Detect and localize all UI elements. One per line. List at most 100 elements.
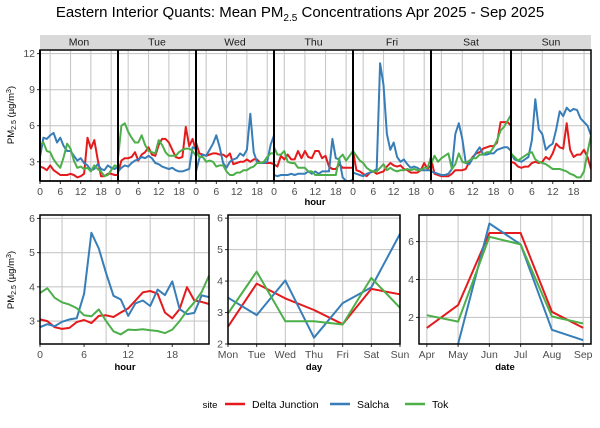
facet-wed-xtick-label: 12 [231, 186, 243, 198]
facet-mon-xtick-label: 18 [95, 186, 107, 198]
facet-mon-xtick-label: 12 [75, 186, 87, 198]
day-panel-xtick-label: Thu [305, 349, 323, 361]
facet-mon-ytick-label: 3 [29, 156, 35, 168]
series-line-salcha-sun [511, 98, 591, 163]
day-panel-ytick-label: 5 [217, 244, 223, 256]
facet-strip-label-thu: Thu [304, 37, 322, 49]
series-line-salcha-mon [40, 131, 118, 172]
hour-panel-ytick-label: 3 [29, 316, 35, 328]
hour-panel-border [39, 214, 210, 345]
date-panel-xtick-label: Aug [543, 349, 562, 361]
facet-strip-label-sat: Sat [463, 37, 479, 49]
facet-thu-xtick-label: 6 [292, 186, 298, 198]
facet-sun-lines [511, 98, 591, 179]
facet-mon-ytick-label: 12 [23, 48, 35, 60]
facet-thu-xtick-label: 0 [271, 186, 277, 198]
facet-strip-bg [40, 35, 591, 49]
facet-tue-xtick-label: 12 [153, 186, 165, 198]
facet-tue-xtick-label: 6 [135, 186, 141, 198]
hour-panel-ytick-label: 4 [29, 281, 35, 293]
hour-line-delta-junction [39, 286, 210, 330]
facet-fri-bg [353, 50, 431, 181]
hour-panel-xtick-label: 0 [37, 349, 43, 361]
legend-label-delta-junction: Delta Junction [252, 399, 319, 411]
legend-label-salcha: Salcha [357, 399, 389, 411]
facet-sat-lines [431, 114, 511, 178]
hour-panel-ytick-label: 6 [29, 213, 35, 225]
facet-mon-ytick-label: 9 [29, 84, 35, 96]
day-panel-xtick-label: Fri [337, 349, 349, 361]
series-line-tok-tue [118, 122, 196, 159]
facet-wed-xtick-label: 6 [213, 186, 219, 198]
facet-sun-xtick-label: 6 [529, 186, 535, 198]
facet-strip-label-tue: Tue [148, 37, 166, 49]
day-panel-border [227, 214, 401, 345]
date-panel-xtick-label: Apr [419, 349, 436, 361]
date-lines [426, 222, 584, 344]
date-panel-xtick-label: Sep [574, 349, 593, 361]
facet-thu-xtick-label: 18 [330, 186, 342, 198]
date-panel-xtick-label: May [448, 349, 469, 361]
title-rest: Concentrations Apr 2025 - Sep 2025 [297, 4, 545, 21]
facet-fri-xtick-label: 6 [370, 186, 376, 198]
day-line-delta-junction [227, 282, 401, 328]
chart-title: Eastern Interior Quants: Mean PM2.5 Conc… [0, 4, 600, 24]
day-panel-xtick-label: Wed [275, 349, 297, 361]
series-line-salcha-sat [431, 122, 511, 176]
day-panel-ytick-label: 2 [217, 339, 223, 351]
facet-tue-bg [118, 50, 196, 181]
facet-wed-xtick-label: 0 [193, 186, 199, 198]
facet-sun-xtick-label: 0 [508, 186, 514, 198]
facet-strip-label-mon: Mon [69, 37, 90, 49]
day-panel-ytick-label: 6 [217, 213, 223, 225]
facet-sun-xtick-label: 12 [547, 186, 559, 198]
date-panel-ytick-label: 6 [408, 236, 414, 248]
hour-panel-xtick-label: 12 [122, 349, 134, 361]
hour-panel-ytick-label: 5 [29, 247, 35, 259]
facet-mon-xtick-label: 0 [37, 186, 43, 198]
day-panel-xtick-label: Mon [218, 349, 239, 361]
hour-line-tok [39, 275, 210, 336]
hour-panel-xtick-label: 6 [81, 349, 87, 361]
facet-fri-xtick-label: 0 [350, 186, 356, 198]
series-line-tok-sun [511, 135, 591, 179]
facet-tue-xtick-label: 18 [173, 186, 185, 198]
hour-x-axis-label: hour [114, 362, 135, 373]
hour-panel-xtick-label: 18 [166, 349, 178, 361]
series-line-tok-thu [274, 146, 353, 176]
facet-sat-xtick-label: 18 [488, 186, 500, 198]
facet-mon-xtick-label: 6 [57, 186, 63, 198]
date-panel-xtick-label: Jun [481, 349, 498, 361]
facet-thu-lines [274, 137, 353, 181]
series-line-delta-junction-sun [511, 122, 591, 170]
legend-title: site [203, 400, 218, 411]
facet-strip-label-fri: Fri [386, 37, 398, 49]
series-line-delta-junction-fri [353, 150, 431, 178]
facet-tue-lines [118, 122, 196, 173]
facet-fri-lines [353, 62, 431, 178]
facet-fri-xtick-label: 18 [408, 186, 420, 198]
day-panel-ytick-label: 4 [217, 276, 223, 288]
series-line-tok-wed [196, 150, 274, 176]
facet-sat-xtick-label: 6 [449, 186, 455, 198]
hour-y-axis-label: PM2.5 (µg/m3) [6, 251, 18, 309]
y-axis-label-text: PM2.5 (µg/m3) [6, 86, 18, 144]
top-y-axis-label: PM2.5 (µg/m3) [6, 86, 18, 144]
day-panel-xtick-label: Sat [363, 349, 379, 361]
day-line-salcha [227, 233, 401, 339]
date-x-axis-label: date [495, 362, 515, 373]
date-panel-border [418, 214, 592, 345]
series-line-tok-fri [353, 150, 431, 173]
facet-sun-xtick-label: 18 [568, 186, 580, 198]
facet-sat-xtick-label: 12 [467, 186, 479, 198]
day-panel-xtick-label: Sun [391, 349, 410, 361]
date-panel-xtick-label: Jul [514, 349, 527, 361]
hour-panel-bg [40, 215, 209, 344]
series-line-salcha-tue [118, 146, 196, 173]
facet-thu-xtick-label: 12 [309, 186, 321, 198]
facet-sat-xtick-label: 0 [428, 186, 434, 198]
top-x-axis-label: hour [304, 197, 325, 208]
legend-label-tok: Tok [432, 399, 449, 411]
day-panel-xtick-label: Tue [248, 349, 266, 361]
